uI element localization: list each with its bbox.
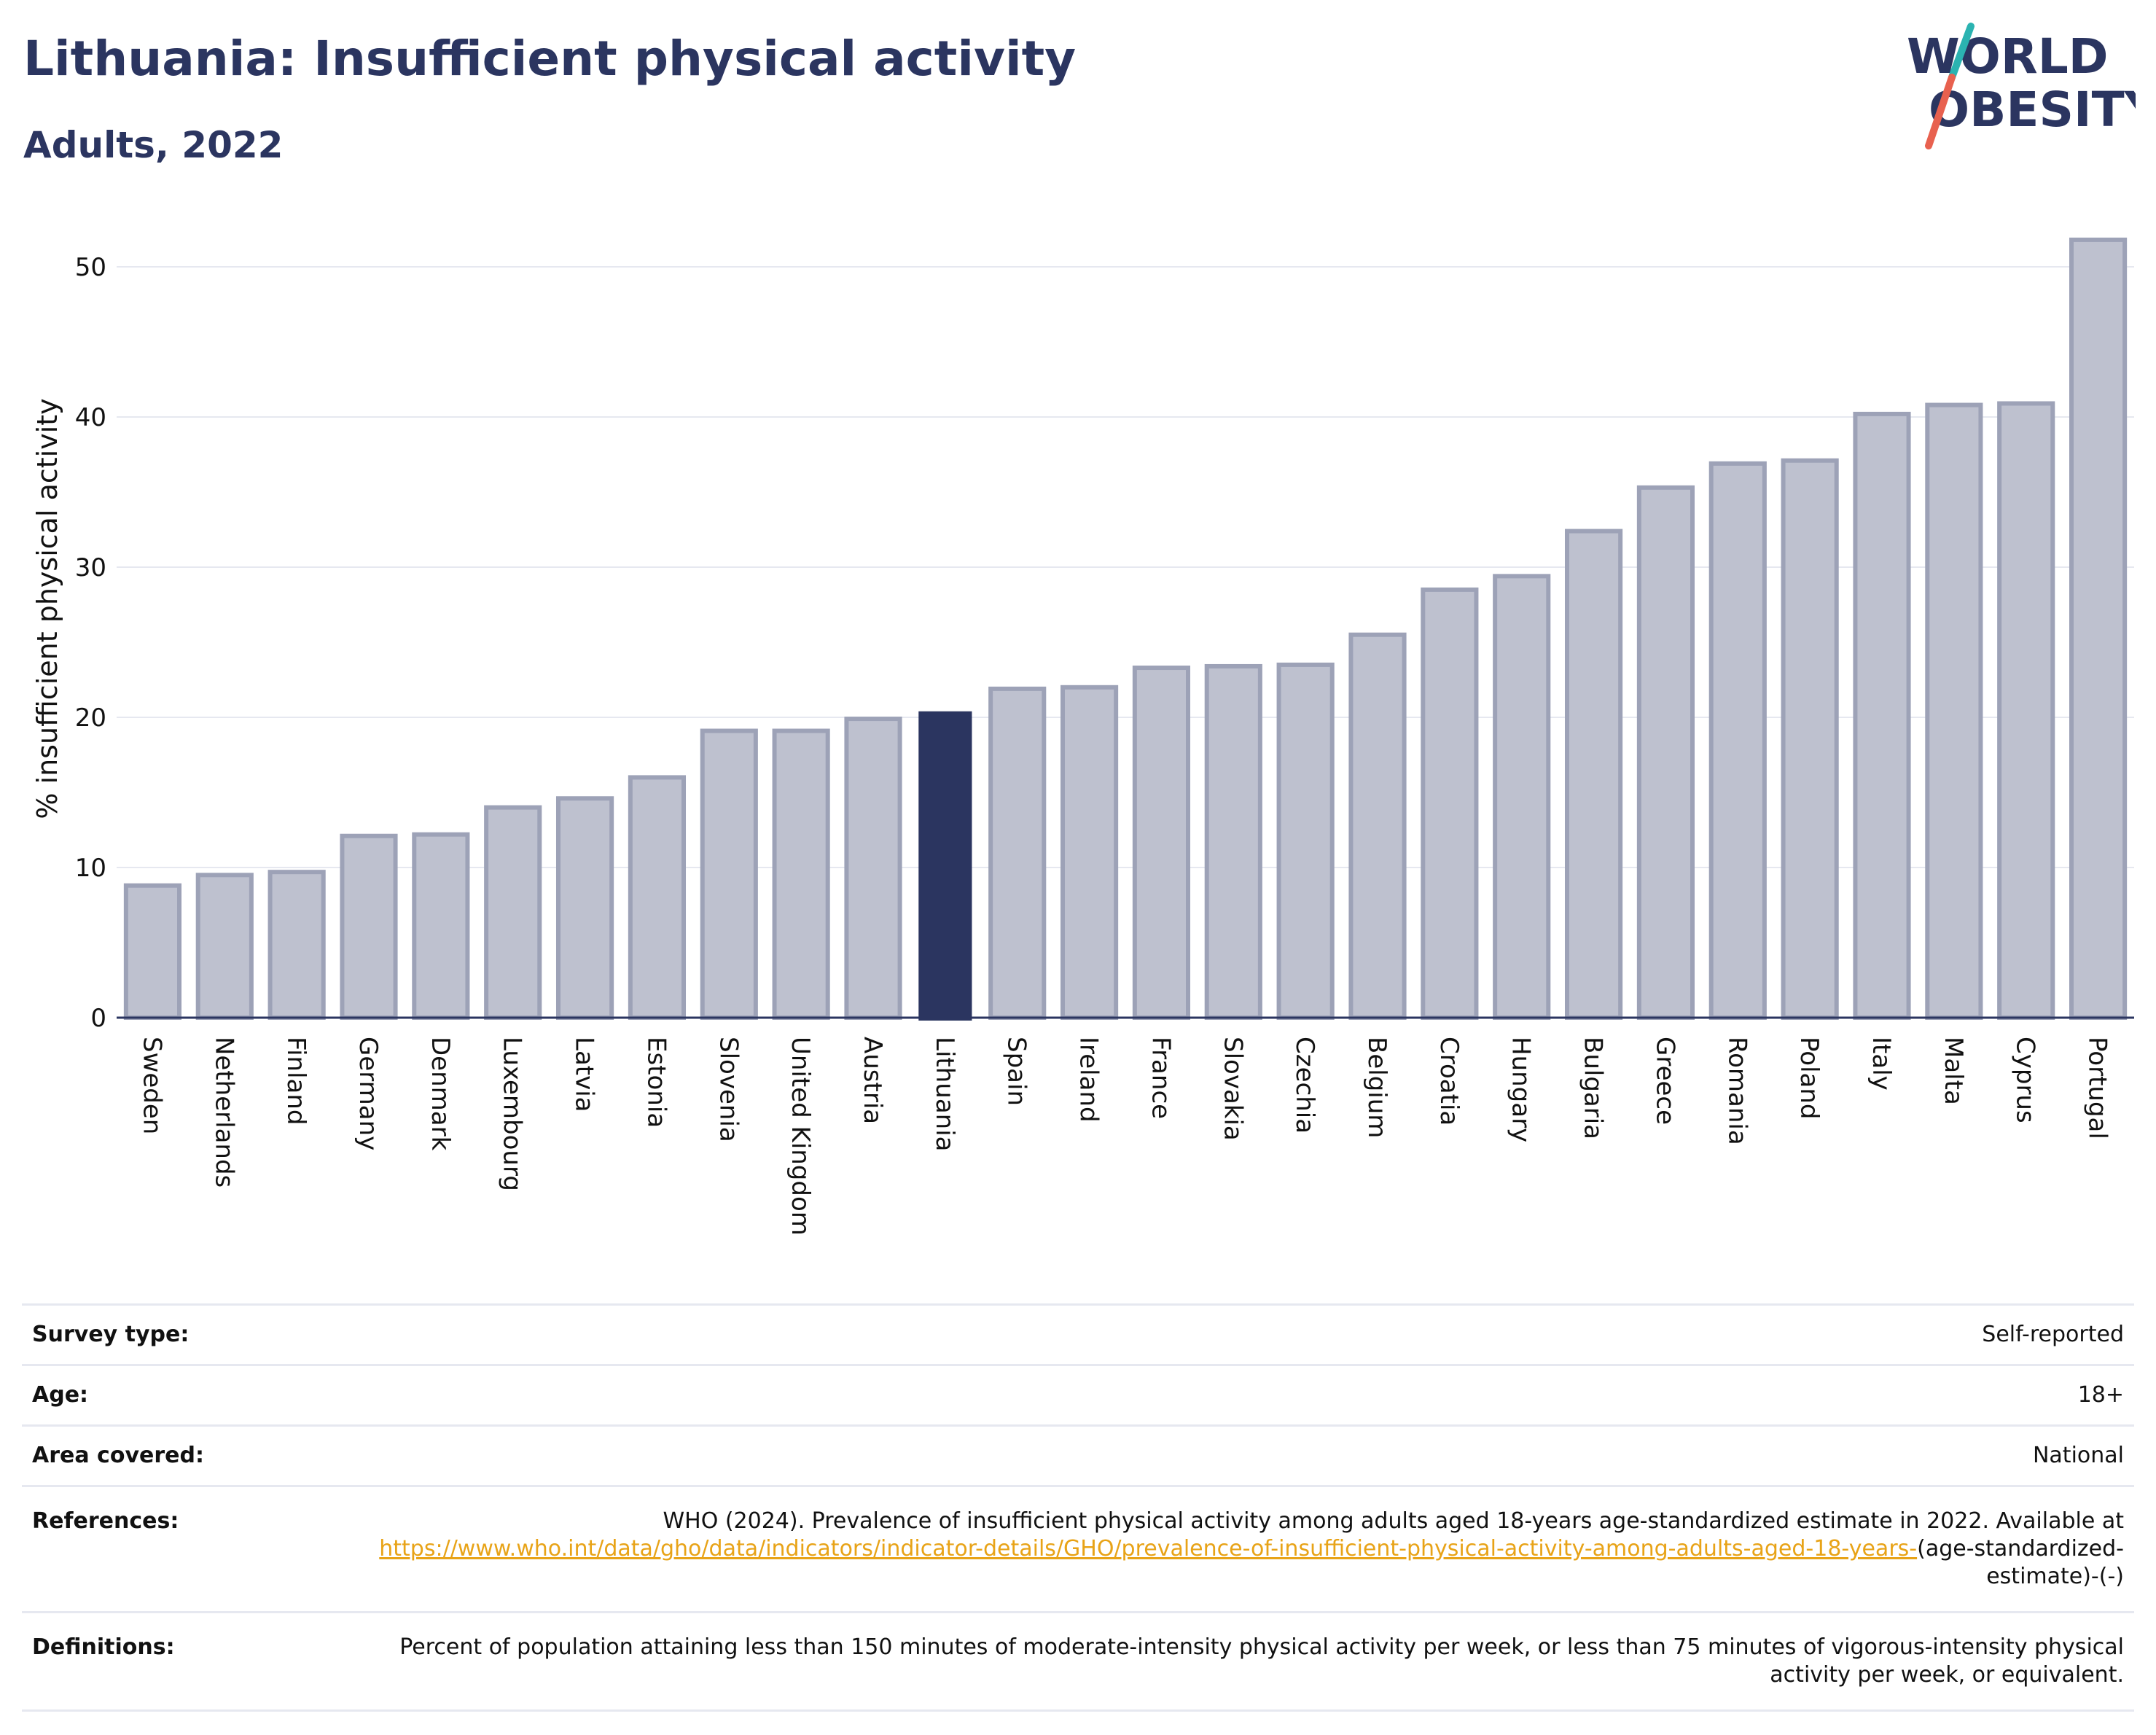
- references-value: WHO (2024). Prevalence of insufficient p…: [348, 1486, 2134, 1613]
- x-tick-label: Belgium: [1362, 1037, 1391, 1138]
- x-tick-label: Lithuania: [930, 1037, 959, 1151]
- x-tick-label: Estonia: [641, 1037, 671, 1128]
- bar-finland: [267, 870, 326, 1021]
- bar-malta: [1925, 402, 1983, 1020]
- survey-type-value: Self-reported: [1982, 1322, 2124, 1347]
- x-tick-label: Netherlands: [209, 1037, 238, 1188]
- bar-denmark: [412, 832, 470, 1021]
- x-tick-label: Germany: [354, 1037, 383, 1150]
- y-axis-label: % insufficient physical activity: [31, 398, 63, 819]
- x-tick-label: Malta: [1939, 1037, 1968, 1105]
- definitions-label: Definitions:: [32, 1634, 175, 1660]
- bar-ireland: [1060, 685, 1119, 1020]
- references-text: WHO (2024). Prevalence of insufficient p…: [663, 1508, 2124, 1534]
- bar-chart: 0 10 20 30 40 50 Sweden Netherlands Finland Germ…: [31, 237, 2134, 1236]
- world-obesity-logo: WORLD OBESITY: [1907, 23, 2136, 149]
- x-tick-label: Bulgaria: [1579, 1037, 1608, 1139]
- x-tick-label: Finland: [281, 1037, 310, 1126]
- bar-hungary: [1493, 574, 1551, 1020]
- x-tick-label: Ireland: [1074, 1037, 1104, 1123]
- bar-portugal: [2069, 237, 2128, 1020]
- age-value: 18+: [2077, 1382, 2124, 1408]
- bar-latvia: [555, 796, 614, 1020]
- y-axis: 0 10 20 30 40 50: [75, 253, 106, 1033]
- x-tick-label: Slovakia: [1218, 1037, 1247, 1141]
- x-tick-label: Greece: [1650, 1037, 1679, 1125]
- y-tick-label: 20: [75, 703, 106, 733]
- bar-netherlands: [195, 873, 254, 1021]
- x-tick-label: Slovenia: [714, 1037, 743, 1142]
- references-suffix: (age-standardized-estimate)-(-): [1917, 1536, 2124, 1589]
- x-tick-label: Italy: [1867, 1037, 1896, 1091]
- bar-germany: [340, 833, 398, 1020]
- bar-poland: [1781, 458, 1839, 1020]
- x-tick-label: Portugal: [2083, 1037, 2112, 1139]
- x-tick-label: Luxembourg: [498, 1037, 527, 1191]
- bar-slovenia: [700, 728, 758, 1020]
- info-row-area-covered: Area covered: National: [22, 1425, 2134, 1486]
- y-tick-label: 50: [75, 253, 106, 282]
- info-row-references: References: WHO (2024). Prevalence of in…: [22, 1486, 2134, 1613]
- logo-slash-top: [1948, 23, 1975, 81]
- bar-italy: [1853, 411, 1911, 1020]
- bar-united-kingdom: [772, 728, 830, 1020]
- logo-text-world: WORLD: [1907, 28, 2109, 85]
- bar-slovakia: [1204, 663, 1262, 1021]
- info-row-survey-type: Survey type: Self-reported: [22, 1304, 2134, 1365]
- x-tick-label: Latvia: [570, 1037, 599, 1112]
- y-tick-label: 10: [75, 854, 106, 883]
- definitions-value: Percent of population attaining less tha…: [399, 1634, 2124, 1688]
- bar-cyprus: [1997, 401, 2055, 1020]
- y-tick-label: 40: [75, 403, 106, 432]
- logo-text-obesity: OBESITY: [1929, 82, 2136, 138]
- bar-bulgaria: [1564, 529, 1623, 1020]
- bar-belgium: [1348, 632, 1407, 1020]
- x-tick-label: Romania: [1722, 1037, 1751, 1145]
- x-tick-label: Croatia: [1434, 1037, 1464, 1126]
- bar-estonia: [628, 775, 687, 1021]
- bar-greece: [1636, 485, 1695, 1020]
- x-tick-label: Czechia: [1290, 1037, 1319, 1134]
- x-tick-label: Sweden: [137, 1037, 166, 1134]
- references-link[interactable]: https://www.who.int/data/gho/data/indica…: [379, 1536, 1918, 1562]
- bar-luxembourg: [484, 805, 542, 1020]
- bar-austria: [844, 717, 902, 1020]
- x-tick-label: United Kingdom: [786, 1037, 815, 1236]
- area-covered-value: National: [2032, 1443, 2124, 1468]
- chart-title: Lithuania: Insufficient physical activit…: [23, 31, 1077, 87]
- bar-lithuania: [918, 711, 972, 1021]
- info-row-definitions: Definitions: Percent of population attai…: [22, 1612, 2134, 1711]
- survey-type-label: Survey type:: [32, 1322, 190, 1347]
- y-tick-label: 0: [90, 1004, 106, 1033]
- bars: [123, 237, 2128, 1021]
- y-tick-label: 30: [75, 553, 106, 582]
- x-tick-label: France: [1146, 1037, 1175, 1119]
- x-axis: Sweden Netherlands Finland Germany Denmark Lu…: [117, 1016, 2134, 1236]
- info-table: Survey type: Self-reported Age: 18+ Area…: [22, 1303, 2134, 1712]
- chart-subtitle: Adults, 2022: [23, 124, 284, 166]
- bar-spain: [988, 686, 1047, 1020]
- bar-romania: [1708, 461, 1767, 1020]
- bar-czechia: [1276, 662, 1335, 1021]
- bar-sweden: [123, 883, 182, 1020]
- x-tick-label: Denmark: [426, 1037, 455, 1151]
- bar-croatia: [1421, 587, 1479, 1020]
- x-tick-label: Cyprus: [2011, 1037, 2040, 1123]
- x-tick-label: Spain: [1002, 1037, 1031, 1106]
- logo-slash-bottom: [1925, 74, 1956, 149]
- x-tick-label: Hungary: [1507, 1037, 1536, 1142]
- bar-france: [1132, 666, 1191, 1021]
- x-tick-label: Austria: [858, 1037, 887, 1124]
- info-row-age: Age: 18+: [22, 1365, 2134, 1426]
- x-tick-label: Poland: [1794, 1037, 1824, 1120]
- age-label: Age:: [32, 1382, 89, 1408]
- references-label: References:: [32, 1508, 179, 1534]
- area-covered-label: Area covered:: [32, 1443, 204, 1468]
